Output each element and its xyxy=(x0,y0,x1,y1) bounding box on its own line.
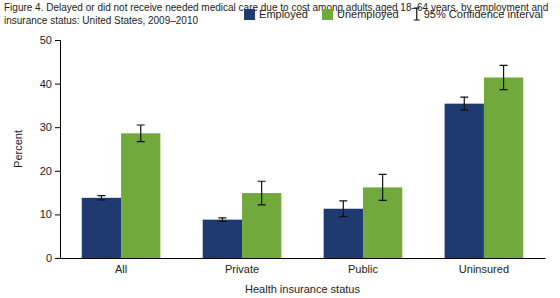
y-tick: 40 xyxy=(40,78,60,90)
x-axis: All Private Public Uninsured xyxy=(61,259,546,275)
x-tick-label: Private xyxy=(225,263,259,275)
title-line: insurance status: United States, 2009–20… xyxy=(4,15,198,26)
error-bar xyxy=(137,125,145,142)
legend-label: Employed xyxy=(259,8,308,20)
series xyxy=(82,104,484,258)
y-tick-label: 40 xyxy=(40,78,52,90)
y-tick-label: 50 xyxy=(40,34,52,46)
y-tick: 0 xyxy=(46,252,60,264)
y-tick-label: 0 xyxy=(46,252,52,264)
y-axis-line xyxy=(55,41,61,259)
legend-item: Employed xyxy=(244,8,308,20)
y-tick-mark xyxy=(55,171,60,172)
legend-error-icon xyxy=(414,8,420,20)
legend-label: Unemployed xyxy=(337,8,399,20)
y-tick: 50 xyxy=(40,34,60,46)
legend-swatch xyxy=(244,9,255,20)
y-tick-mark xyxy=(55,214,60,215)
y-tick-mark xyxy=(55,127,60,128)
error-bar xyxy=(258,181,266,205)
bar xyxy=(82,198,121,258)
y-tick: 30 xyxy=(40,121,60,133)
series xyxy=(121,77,523,258)
y-tick-mark xyxy=(55,258,60,259)
x-tick-label: All xyxy=(115,263,127,275)
y-axis-title: Percent xyxy=(12,130,24,168)
y-tick-label: 20 xyxy=(40,165,52,177)
y-tick-label: 30 xyxy=(40,121,52,133)
x-tick: Private xyxy=(225,263,259,275)
y-tick: 20 xyxy=(40,165,60,177)
error-bar xyxy=(97,196,105,200)
x-axis-title: Health insurance status xyxy=(245,283,360,295)
legend-item: 95% Confidence interval xyxy=(414,8,543,20)
x-axis-line xyxy=(61,258,546,259)
legend-item: Unemployed xyxy=(322,8,399,20)
y-tick: 10 xyxy=(40,208,60,220)
bar xyxy=(203,220,242,258)
error-bar xyxy=(379,174,387,200)
error-bar xyxy=(218,218,226,221)
x-tick: Public xyxy=(348,263,378,275)
bar xyxy=(484,77,523,258)
bar xyxy=(121,133,160,258)
x-tick: All xyxy=(115,263,127,275)
legend-label: 95% Confidence interval xyxy=(424,8,543,20)
x-tick-label: Public xyxy=(348,263,378,275)
plot-area xyxy=(82,65,523,258)
y-tick-mark xyxy=(55,40,60,41)
legend: Employed Unemployed 95% Confidence interva… xyxy=(244,8,543,20)
chart: Figure 4. Delayed or did not receive nee… xyxy=(0,0,560,298)
error-bar xyxy=(500,65,508,89)
x-tick-label: Uninsured xyxy=(459,263,509,275)
error-bar xyxy=(339,201,347,217)
y-tick-mark xyxy=(55,84,60,85)
legend-swatch xyxy=(322,9,333,20)
y-tick-label: 10 xyxy=(40,208,52,220)
x-tick: Uninsured xyxy=(459,263,509,275)
title: Figure 4. Delayed or did not receive nee… xyxy=(4,2,548,26)
y-axis: 0 10 20 30 40 50 xyxy=(40,34,61,264)
error-bar xyxy=(460,97,468,110)
bar xyxy=(445,104,484,258)
